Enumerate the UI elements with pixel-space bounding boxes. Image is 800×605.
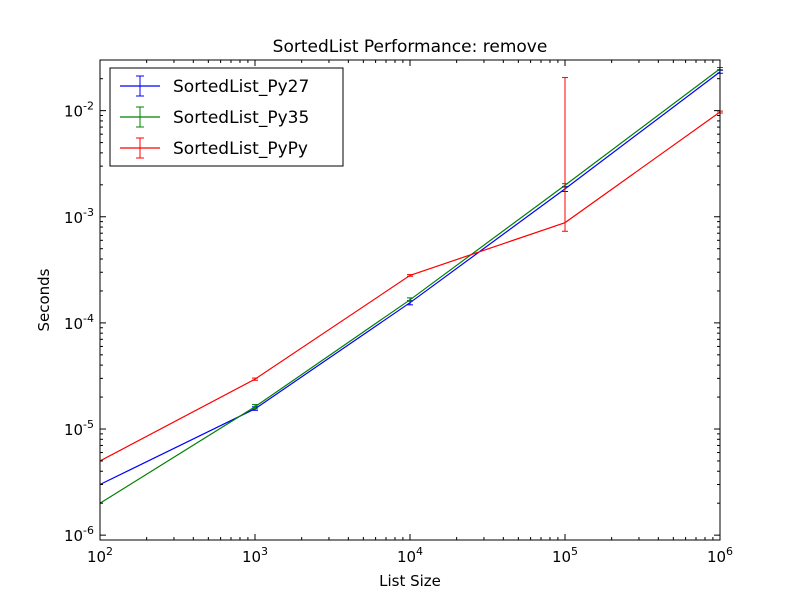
y-axis-label: Seconds [35, 268, 53, 331]
x-tick-label: 104 [397, 545, 423, 566]
chart-title: SortedList Performance: remove [273, 37, 548, 57]
legend-item: SortedList_Py35 [120, 106, 309, 128]
x-tick-label: 106 [707, 545, 733, 566]
series-2 [99, 77, 723, 462]
legend-item: SortedList_Py27 [120, 75, 309, 97]
legend-label: SortedList_PyPy [173, 139, 308, 159]
legend-key [120, 106, 160, 128]
legend-label: SortedList_Py27 [173, 77, 309, 97]
legend-key [120, 137, 160, 159]
ticks-layer: 102 103 104 105 106 10-6 10-5 10-4 10-3 10-2 [64, 59, 733, 566]
error-bar [252, 377, 258, 381]
legend-label: SortedList_Py35 [173, 108, 309, 128]
legend-item: SortedList_PyPy [120, 137, 308, 159]
x-axis-label: List Size [379, 572, 441, 590]
legend: SortedList_Py27 SortedList_Py35 SortedList… [109, 67, 344, 167]
y-tick-label: 10-3 [64, 206, 94, 227]
y-tick-label: 10-5 [64, 418, 94, 439]
x-tick-label: 103 [242, 545, 268, 566]
x-tick-label: 102 [87, 545, 113, 566]
y-tick-label: 10-2 [64, 100, 94, 121]
error-bar [562, 77, 568, 232]
error-bar [407, 274, 413, 277]
error-bar [407, 297, 413, 302]
x-tick-label: 105 [552, 545, 578, 566]
series-layer [99, 66, 723, 504]
legend-key [120, 75, 160, 97]
y-tick-label: 10-4 [64, 312, 94, 333]
y-tick-label: 10-6 [64, 524, 94, 545]
error-bar [252, 404, 258, 410]
